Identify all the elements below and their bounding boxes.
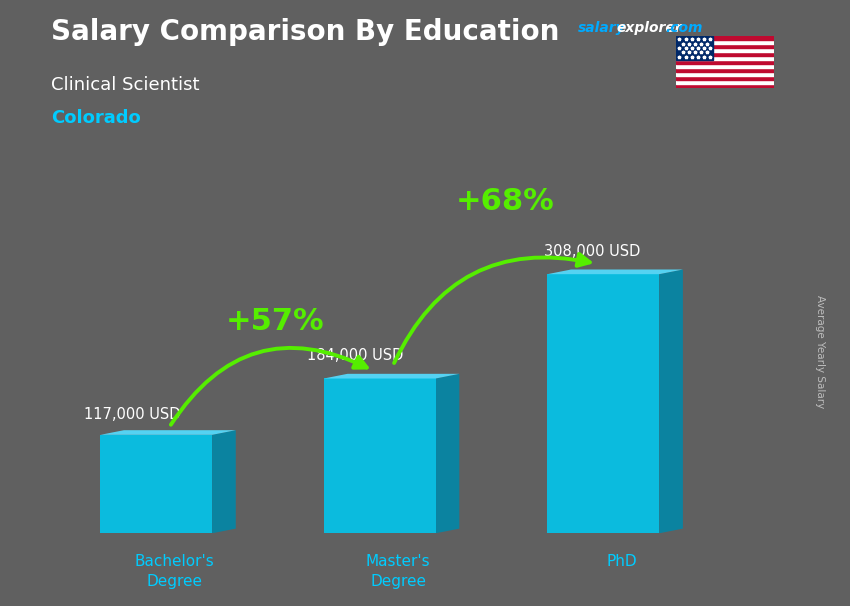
- Polygon shape: [547, 274, 660, 533]
- Bar: [676, 48, 774, 52]
- FancyArrowPatch shape: [394, 254, 590, 363]
- Text: Master's
Degree: Master's Degree: [366, 554, 430, 589]
- Bar: [676, 76, 774, 80]
- Bar: [676, 80, 774, 84]
- Polygon shape: [324, 374, 459, 379]
- Polygon shape: [100, 435, 212, 533]
- Bar: [676, 36, 774, 41]
- Polygon shape: [100, 430, 235, 435]
- Text: 308,000 USD: 308,000 USD: [544, 244, 641, 259]
- Bar: [676, 64, 774, 68]
- Bar: [676, 68, 774, 72]
- Text: .com: .com: [666, 21, 703, 35]
- Text: +57%: +57%: [225, 307, 324, 336]
- Bar: [676, 44, 774, 48]
- Text: Bachelor's
Degree: Bachelor's Degree: [135, 554, 214, 589]
- Polygon shape: [324, 379, 436, 533]
- Bar: [676, 41, 774, 44]
- Text: PhD: PhD: [606, 554, 637, 569]
- Text: Average Yearly Salary: Average Yearly Salary: [815, 295, 825, 408]
- Text: explorer: explorer: [616, 21, 682, 35]
- Polygon shape: [547, 270, 683, 274]
- Text: Clinical Scientist: Clinical Scientist: [51, 76, 200, 94]
- Text: salary: salary: [578, 21, 626, 35]
- Polygon shape: [212, 430, 235, 533]
- Text: Colorado: Colorado: [51, 109, 141, 127]
- Polygon shape: [660, 270, 683, 533]
- Bar: [676, 36, 713, 60]
- Text: 184,000 USD: 184,000 USD: [308, 348, 404, 363]
- Polygon shape: [436, 374, 459, 533]
- Bar: [676, 56, 774, 60]
- Bar: [676, 52, 774, 56]
- Bar: [676, 60, 774, 64]
- Bar: [676, 84, 774, 88]
- Text: +68%: +68%: [456, 187, 554, 216]
- Text: Salary Comparison By Education: Salary Comparison By Education: [51, 18, 559, 46]
- Bar: [676, 72, 774, 76]
- FancyArrowPatch shape: [171, 348, 367, 425]
- Text: 117,000 USD: 117,000 USD: [84, 407, 180, 422]
